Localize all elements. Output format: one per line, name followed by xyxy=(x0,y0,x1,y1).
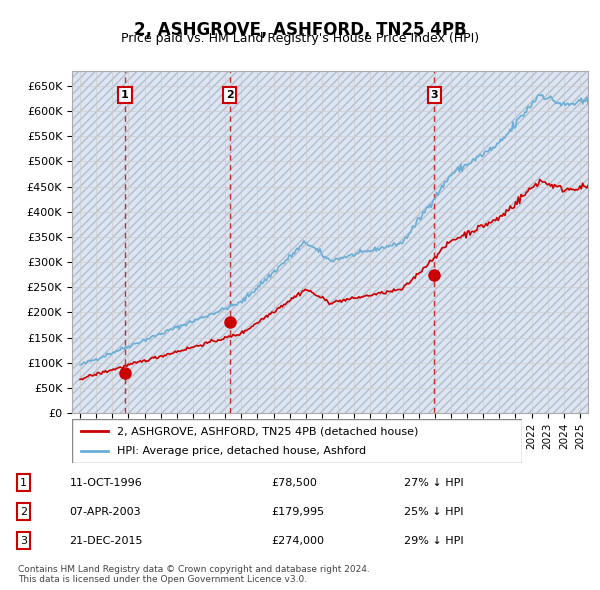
Text: 27% ↓ HPI: 27% ↓ HPI xyxy=(404,478,463,488)
Text: 2, ASHGROVE, ASHFORD, TN25 4PB: 2, ASHGROVE, ASHFORD, TN25 4PB xyxy=(134,21,466,39)
Text: 07-APR-2003: 07-APR-2003 xyxy=(70,507,141,517)
Text: Contains HM Land Registry data © Crown copyright and database right 2024.
This d: Contains HM Land Registry data © Crown c… xyxy=(18,565,370,584)
Text: 1: 1 xyxy=(20,478,27,488)
Text: £78,500: £78,500 xyxy=(271,478,317,488)
Text: 3: 3 xyxy=(20,536,27,546)
Text: 21-DEC-2015: 21-DEC-2015 xyxy=(70,536,143,546)
FancyBboxPatch shape xyxy=(72,419,522,463)
Text: 2, ASHGROVE, ASHFORD, TN25 4PB (detached house): 2, ASHGROVE, ASHFORD, TN25 4PB (detached… xyxy=(117,427,418,436)
Text: Price paid vs. HM Land Registry's House Price Index (HPI): Price paid vs. HM Land Registry's House … xyxy=(121,32,479,45)
Text: 1: 1 xyxy=(121,90,129,100)
Text: £179,995: £179,995 xyxy=(271,507,325,517)
Text: HPI: Average price, detached house, Ashford: HPI: Average price, detached house, Ashf… xyxy=(117,446,366,455)
Text: 2: 2 xyxy=(226,90,233,100)
Text: 25% ↓ HPI: 25% ↓ HPI xyxy=(404,507,463,517)
Text: 2: 2 xyxy=(20,507,27,517)
Text: 3: 3 xyxy=(431,90,438,100)
Text: £274,000: £274,000 xyxy=(271,536,324,546)
Text: 11-OCT-1996: 11-OCT-1996 xyxy=(70,478,142,488)
Text: 29% ↓ HPI: 29% ↓ HPI xyxy=(404,536,463,546)
